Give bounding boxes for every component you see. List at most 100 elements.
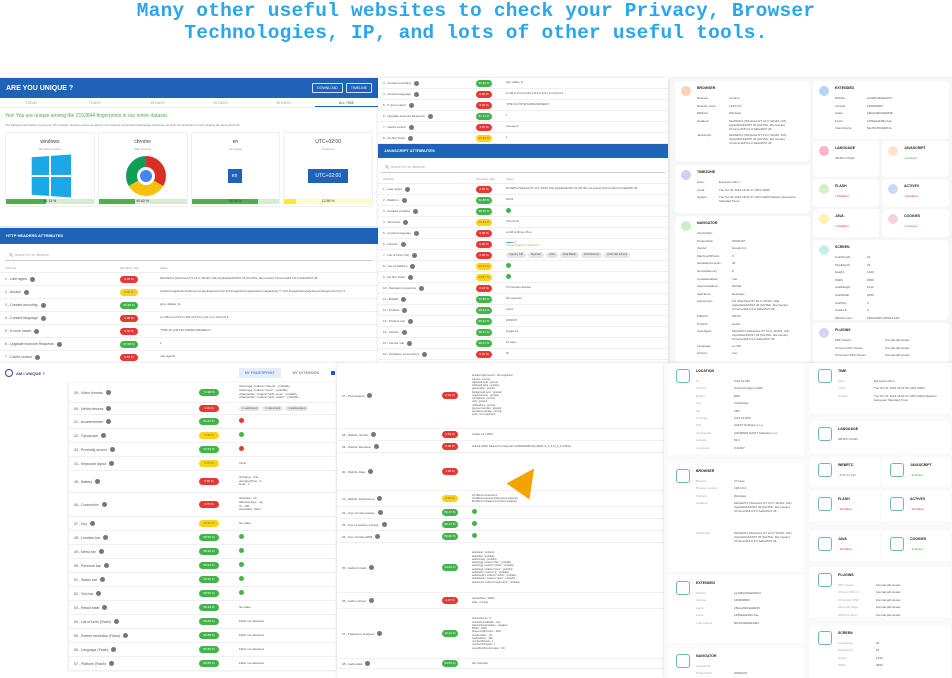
tab-today[interactable]: TODAY — [25, 101, 38, 105]
info-icon[interactable] — [56, 341, 62, 347]
info-icon[interactable] — [401, 197, 407, 203]
info-icon[interactable] — [123, 633, 129, 638]
info-icon[interactable] — [23, 289, 29, 295]
tab-30-days[interactable]: 30 DAYS — [213, 101, 228, 105]
info-icon[interactable] — [109, 461, 115, 466]
info-icon[interactable] — [377, 510, 383, 515]
attribute-search-input[interactable]: 🔍 Search for an attribute — [5, 250, 373, 261]
info-icon[interactable] — [103, 535, 109, 540]
info-icon[interactable] — [113, 619, 119, 624]
value-chip: 1 videoinput — [262, 405, 284, 412]
tab-7-days[interactable]: 7 DAYS — [88, 101, 101, 105]
table-row: 1 - User agent 0.28 % Mozilla/5.0 (Windows… — [378, 184, 668, 195]
info-icon[interactable] — [381, 522, 387, 527]
table-row: 48 - Location bar 98.90 % — [69, 531, 336, 545]
info-icon[interactable] — [407, 135, 413, 141]
info-icon[interactable] — [401, 296, 407, 302]
my-extension-tab[interactable]: MY EXTENSION — [292, 371, 319, 375]
info-icon[interactable] — [98, 549, 104, 554]
download-button[interactable]: DOWNLOAD — [312, 83, 343, 93]
info-icon[interactable] — [371, 432, 377, 437]
check-icon — [472, 521, 477, 527]
info-icon[interactable] — [103, 563, 109, 568]
info-icon[interactable] — [413, 80, 419, 86]
info-icon[interactable] — [34, 328, 40, 334]
similarity-badge: 3.57 % — [476, 123, 492, 131]
info-icon[interactable] — [408, 102, 414, 108]
info-icon[interactable] — [369, 598, 375, 603]
info-icon[interactable] — [410, 263, 416, 269]
info-icon[interactable] — [414, 230, 420, 236]
table-row: 1 - User agent 0.29 % Mozilla/5.0 (Windows… — [0, 273, 378, 286]
info-icon[interactable] — [407, 340, 413, 346]
info-icon[interactable] — [108, 661, 114, 666]
info-row: AppName: Netscape — [697, 291, 745, 296]
progress-bar: 40.62 % — [98, 199, 187, 204]
info-icon[interactable] — [106, 419, 112, 424]
info-icon[interactable] — [405, 186, 411, 192]
info-row: Latitude 52.2 — [696, 438, 740, 443]
info-icon[interactable] — [365, 661, 371, 666]
attribute-name: 37 - Frequency analyser — [342, 631, 442, 636]
info-row: Headers: Mozilla/5.0 (Windows NT 10.0; Wi… — [697, 118, 787, 131]
menu-icon[interactable] — [331, 371, 335, 375]
info-icon[interactable] — [414, 91, 420, 97]
value-cell — [239, 534, 331, 541]
info-icon[interactable] — [106, 406, 112, 411]
tab-90-days[interactable]: 90 DAYS — [276, 101, 291, 105]
info-row: Microsoft Edge internal-pdf-viewer — [838, 605, 901, 610]
info-icon[interactable] — [95, 479, 101, 484]
card-title: PLUGINS — [835, 328, 851, 332]
info-icon[interactable] — [368, 469, 374, 474]
info-icon[interactable] — [412, 252, 418, 258]
info-icon[interactable] — [400, 241, 406, 247]
info-icon[interactable] — [99, 577, 105, 582]
amiunique-logo[interactable]: AM I UNIQUE ? — [5, 369, 45, 377]
value-cell — [239, 548, 331, 555]
my-fingerprint-tab[interactable]: MY FINGERPRINT — [238, 368, 281, 378]
browser-icon — [681, 86, 691, 96]
info-icon[interactable] — [427, 113, 433, 119]
info-icon[interactable] — [30, 276, 36, 282]
table-row: 10 - Navigator properties 0.16 % 70 proper… — [378, 283, 668, 294]
info-icon[interactable] — [375, 534, 381, 539]
info-row: VendorSub — [696, 664, 711, 668]
value-cell — [239, 576, 331, 583]
info-icon[interactable] — [40, 315, 46, 321]
info-icon[interactable] — [401, 329, 407, 335]
card-title: BROWSER — [697, 86, 716, 90]
value-cell: 20030107 — [506, 319, 518, 323]
table-row: 6 - Canvas 0.06 % ▬▬▬ ✕ Canvas fingerprint … — [378, 239, 668, 250]
tab-15-days[interactable]: 15 DAYS — [150, 101, 165, 105]
info-icon[interactable] — [402, 307, 408, 313]
info-icon[interactable] — [403, 219, 409, 225]
info-icon[interactable] — [408, 124, 414, 130]
card-label: Language — [228, 147, 243, 151]
fingerprint-attributes-panel: AM I UNIQUE ? MY FINGERPRINT MY EXTENSIO… — [0, 363, 340, 678]
tab-all-time[interactable]: ALL TIME — [315, 98, 378, 107]
info-icon[interactable] — [377, 631, 383, 636]
info-icon[interactable] — [101, 502, 107, 507]
info-icon[interactable] — [105, 390, 111, 395]
info-icon[interactable] — [374, 444, 380, 449]
info-icon[interactable] — [90, 521, 96, 526]
info-icon[interactable] — [419, 285, 425, 291]
attribute-name: 7 - List of fonts (JS) — [383, 252, 476, 258]
info-icon[interactable] — [369, 565, 375, 570]
info-icon[interactable] — [407, 274, 413, 280]
attribute-search-input[interactable]: 🔍 Search for an attribute — [381, 162, 665, 173]
info-icon[interactable] — [367, 393, 373, 398]
info-icon[interactable] — [422, 351, 428, 357]
info-icon[interactable] — [96, 591, 102, 596]
info-icon[interactable] — [412, 208, 418, 214]
info-icon[interactable] — [111, 647, 117, 652]
info-icon[interactable] — [377, 496, 383, 501]
info-icon[interactable] — [100, 433, 106, 438]
timeline-button[interactable]: TIMELINE — [345, 83, 372, 93]
card-title: NAVIGATOR — [696, 654, 717, 658]
info-icon[interactable] — [102, 605, 108, 610]
info-icon[interactable] — [40, 302, 46, 308]
info-icon[interactable] — [408, 318, 414, 324]
info-icon[interactable] — [34, 354, 40, 360]
info-icon[interactable] — [109, 447, 115, 452]
